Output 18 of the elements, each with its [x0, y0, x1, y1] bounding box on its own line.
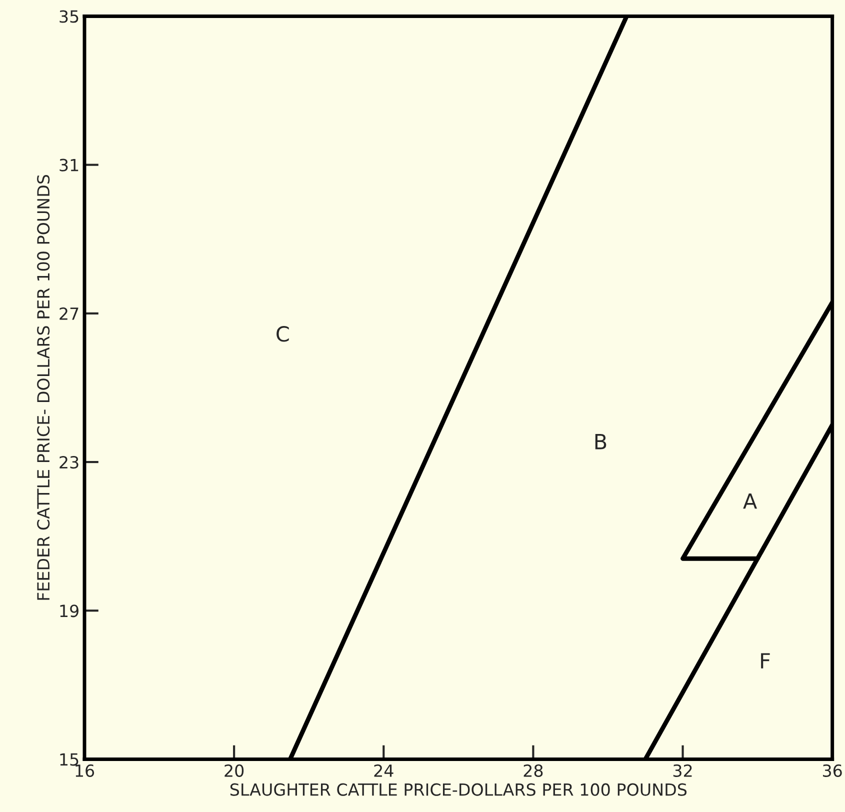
annotation: F — [761, 653, 770, 668]
x-tick-label: 36 — [822, 764, 842, 777]
x-tick-label: 24 — [374, 764, 394, 777]
x-tick-label: 16 — [76, 764, 94, 777]
x-tick-label: 20 — [224, 764, 244, 777]
y-tick-label: 23 — [60, 456, 78, 469]
y-tick-label: 31 — [60, 158, 78, 172]
annotation: C — [276, 326, 289, 342]
annotation: B — [595, 434, 606, 450]
x-tick-label: 28 — [524, 764, 543, 777]
x-axis-title: SLAUGHTER CATTLE PRICE-DOLLARS PER 100 POUNDS — [230, 783, 687, 796]
y-tick-label: 27 — [60, 307, 78, 320]
annotation: A — [743, 493, 758, 509]
x-tick-label: 32 — [673, 764, 692, 777]
y-tick-label: 35 — [60, 10, 78, 23]
y-tick-label: 15 — [60, 753, 78, 766]
y-axis-title: FEEDER CATTLE PRICE- DOLLARS PER 100 POUNDS — [37, 174, 50, 600]
y-tick-label: 19 — [60, 604, 78, 618]
